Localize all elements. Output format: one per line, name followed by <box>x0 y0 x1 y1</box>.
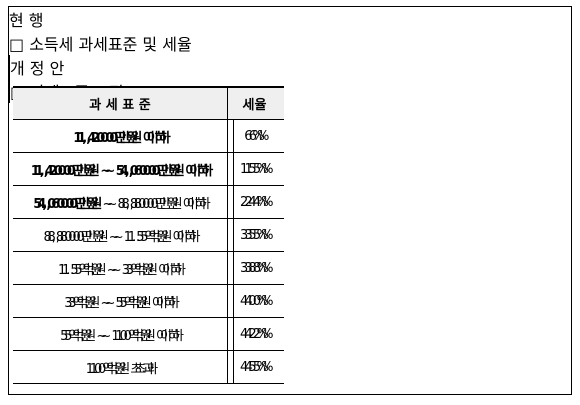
rate-cell: 45% <box>227 350 281 384</box>
bracket-cell: 8,800만원 ~ 1.5억원 이하 <box>13 218 228 252</box>
table-row: 5억원 ~ 10억원 이하 42% <box>13 317 281 351</box>
bracket-bold: 5,000만원 <box>33 196 99 212</box>
bracket-cell: 1,400만원 이하 <box>13 119 228 153</box>
table-row: 1,400만원 ~ 5,000만원 이하 15% <box>13 152 281 186</box>
column-header: 과 세 표 준 <box>13 86 228 120</box>
rate-cell: 24% <box>227 185 281 219</box>
panel-subtitle: □ 소득세 과세표준 및 세율 <box>9 35 192 54</box>
bracket-cell: 1.5억원 ~ 3억원 이하 <box>13 251 228 285</box>
table-row: 3억원 ~ 5억원 이하 40% <box>13 284 281 318</box>
column-header: 세율 <box>227 86 281 120</box>
bracket-text: 3억원 ~ 5억원 이하 <box>64 295 176 311</box>
bracket-cell: 1,400만원 ~ 5,000만원 이하 <box>13 152 228 186</box>
table-row: 5,000만원 ~ 8,800만원 이하 24% <box>13 185 281 219</box>
bracket-text: 10억원 초과 <box>85 361 155 377</box>
rate-cell: 6% <box>227 119 281 153</box>
bracket-text: 1.5억원 ~ 3억원 이하 <box>58 262 182 278</box>
bracket-cell: 10억원 초과 <box>13 350 228 384</box>
bracket-cell: 5,000만원 ~ 8,800만원 이하 <box>13 185 228 219</box>
table-row: 1.5억원 ~ 3억원 이하 38% <box>13 251 281 285</box>
bracket-cell: 5억원 ~ 10억원 이하 <box>13 317 228 351</box>
rate-cell: 15% <box>227 152 281 186</box>
rate-cell: 40% <box>227 284 281 318</box>
table-row: 1,400만원 이하 6% <box>13 119 281 153</box>
rate-cell: 38% <box>227 251 281 285</box>
bracket-cell: 3억원 ~ 5억원 이하 <box>13 284 228 318</box>
bracket-bold: 1,400만원 ~ 5,000만원 이하 <box>30 163 210 179</box>
bracket-text: 5억원 ~ 10억원 이하 <box>60 328 180 344</box>
bracket-text: 8,800만원 ~ 1.5억원 이하 <box>43 229 197 245</box>
rate-cell: 35% <box>227 218 281 252</box>
bracket-bold: 1,400만원 이하 <box>73 130 167 146</box>
bracket-text: ~ 8,800만원 이하 <box>102 196 207 212</box>
table-row: 10억원 초과 45% <box>13 350 281 384</box>
panel-heading: 현 행 <box>9 11 44 30</box>
panel-heading: 개 정 안 <box>10 59 65 78</box>
rate-cell: 42% <box>227 317 281 351</box>
rate-table: 과 세 표 준 세율 1,400만원 이하 6% 1,400만원 ~ 5,000만원 이… <box>13 86 281 384</box>
table-row: 8,800만원 ~ 1.5억원 이하 35% <box>13 218 281 252</box>
